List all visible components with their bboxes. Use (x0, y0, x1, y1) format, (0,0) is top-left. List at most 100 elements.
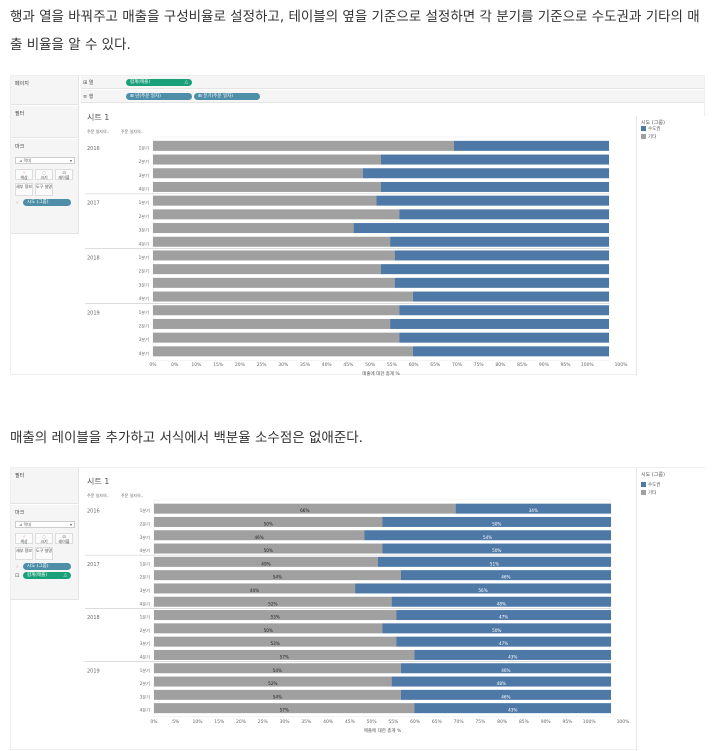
data-label-other: 50% (264, 548, 273, 553)
data-label-other: 53% (270, 615, 279, 620)
bar-other (153, 332, 400, 343)
bar-other (154, 583, 356, 594)
x-tick-label: 75% (474, 362, 485, 368)
bar-other (154, 530, 365, 541)
bar-other (153, 154, 381, 165)
bar-capital (399, 209, 609, 220)
mark-type-select-2[interactable]: ⊿ 막대 ▾ (15, 521, 75, 528)
year-label: 2016 (87, 146, 100, 152)
quarter-label: 4분기 (140, 600, 151, 607)
filters-panel-2[interactable]: 필터 (11, 468, 79, 504)
legend-title: 시도 (그룹) (641, 120, 665, 126)
x-tick-label: 0% (150, 719, 158, 725)
data-label-capital: 50% (492, 628, 501, 633)
x-tick-label: 55% (387, 362, 398, 368)
bar-capital (376, 195, 609, 206)
quarter-label: 4분기 (139, 350, 150, 357)
bar-capital (412, 346, 609, 357)
quarter-label: 1분기 (140, 560, 151, 567)
detail-button[interactable]: 세부 정보 (15, 183, 33, 196)
year-label: 2017 (87, 562, 100, 568)
detail-button-2[interactable]: 세부 정보 (15, 547, 33, 560)
rows-pill-year[interactable]: ⊞ 년(주문 일자) (126, 93, 192, 100)
x-tick-label: 90% (541, 719, 552, 725)
x-tick-label: 10% (193, 719, 204, 725)
filters-panel[interactable]: 필터 (11, 106, 79, 138)
pages-title: 페이지 (15, 81, 29, 87)
x-tick-label: 85% (519, 719, 530, 725)
x-tick-label: 40% (323, 719, 334, 725)
data-label-other: 66% (300, 508, 309, 513)
legend-capital[interactable]: 수도권 (641, 126, 660, 132)
data-label-other: 44% (250, 588, 259, 593)
bar-other (153, 168, 363, 179)
quarter-label: 3분기 (139, 227, 150, 234)
rows-shelf[interactable]: ≡ 행 ⊞ 년(주문 일자) ⊞ 분기(주문 일자) (81, 90, 704, 103)
sheet-title-2: 시트 1 (87, 477, 110, 486)
x-tick-label: 80% (497, 719, 508, 725)
x-tick-label: 20% (235, 362, 246, 368)
bar-capital (414, 703, 611, 714)
x-tick-label: 55% (388, 719, 399, 725)
x-tick-label: 70% (452, 362, 463, 368)
mark-type-select[interactable]: ⊿ 막대 ▾ (15, 157, 75, 164)
x-tick-label: 60% (410, 719, 421, 725)
color-button[interactable]: ⁘ 색상 (15, 169, 33, 180)
marks-title: 마크 (15, 144, 25, 150)
bar-other (154, 703, 415, 714)
bar-other (154, 516, 383, 527)
bar-capital (400, 570, 611, 581)
color-button-2[interactable]: ⁘ 색상 (15, 533, 33, 544)
x-tick-label: 50% (365, 362, 376, 368)
data-label-capital: 46% (501, 575, 510, 580)
bar-other (154, 623, 383, 634)
quarter-label: 4분기 (140, 547, 151, 554)
bar-capital (381, 264, 609, 275)
x-tick-label: 100% (583, 719, 597, 725)
bar-capital (362, 168, 609, 179)
bar-other (153, 291, 413, 302)
bar-capital (412, 291, 609, 302)
x-tick-label: 100% (581, 362, 595, 368)
size-button-2[interactable]: ◌ 크기 (35, 533, 53, 544)
x-tick-label: 100% (617, 719, 631, 725)
quarter-label: 3분기 (139, 172, 150, 179)
x-tick-label: 95% (561, 362, 572, 368)
data-label-other: 49% (261, 561, 270, 566)
marks-panel: 마크 ⊿ 막대 ▾ ⁘ 색상 ◌ 크기 ⊡ 레이블 세부 정보 도구 설명 ⁘ 시도 (… (11, 139, 79, 234)
label-button-2[interactable]: ⊡ 레이블 (55, 533, 73, 544)
legend-panel: 시도 (그룹) 수도권 기타 (636, 116, 706, 376)
size-button[interactable]: ◌ 크기 (35, 169, 53, 180)
tooltip-button[interactable]: 도구 설명 (35, 183, 53, 196)
x-tick-label: 15% (214, 719, 225, 725)
bar-other (154, 570, 401, 581)
x-tick-label: 20% (236, 719, 247, 725)
bar-capital (364, 530, 611, 541)
filters-title: 필터 (15, 111, 25, 117)
legend-other[interactable]: 기타 (641, 134, 656, 140)
columns-pill-sales[interactable]: 합계(매출) △ (126, 79, 192, 86)
marks-pill-region-2[interactable]: 시도 (그룹) (23, 563, 71, 570)
year-label: 2016 (87, 509, 100, 515)
bar-capital (400, 689, 611, 700)
legend-capital-2[interactable]: 수도권 (641, 482, 660, 488)
marks-pill-sales[interactable]: 합계(매출) △ (23, 572, 71, 579)
legend-other-2[interactable]: 기타 (641, 490, 656, 496)
columns-shelf[interactable]: ⊞ 열 합계(매출) △ (81, 76, 704, 89)
x-tick-label: 45% (345, 719, 356, 725)
data-label-capital: 48% (497, 601, 506, 606)
x-tick-label: 5% (172, 719, 180, 725)
marks-pill-region[interactable]: 시도 (그룹) (23, 199, 71, 206)
label-button[interactable]: ⊡ 레이블 (55, 169, 73, 180)
year-label: 2019 (87, 310, 100, 316)
bar-capital (355, 583, 611, 594)
bar-other (153, 223, 354, 234)
x-tick-label: 50% (367, 719, 378, 725)
tooltip-button-2[interactable]: 도구 설명 (35, 547, 53, 560)
rows-pill-quarter[interactable]: ⊞ 분기(주문 일자) (194, 93, 260, 100)
quarter-label: 4분기 (140, 653, 151, 660)
quarter-label: 1분기 (140, 614, 151, 621)
bar-other (153, 318, 391, 329)
x-tick-label: 40% (322, 362, 333, 368)
color-mark-icon-2: ⁘ (15, 564, 20, 570)
